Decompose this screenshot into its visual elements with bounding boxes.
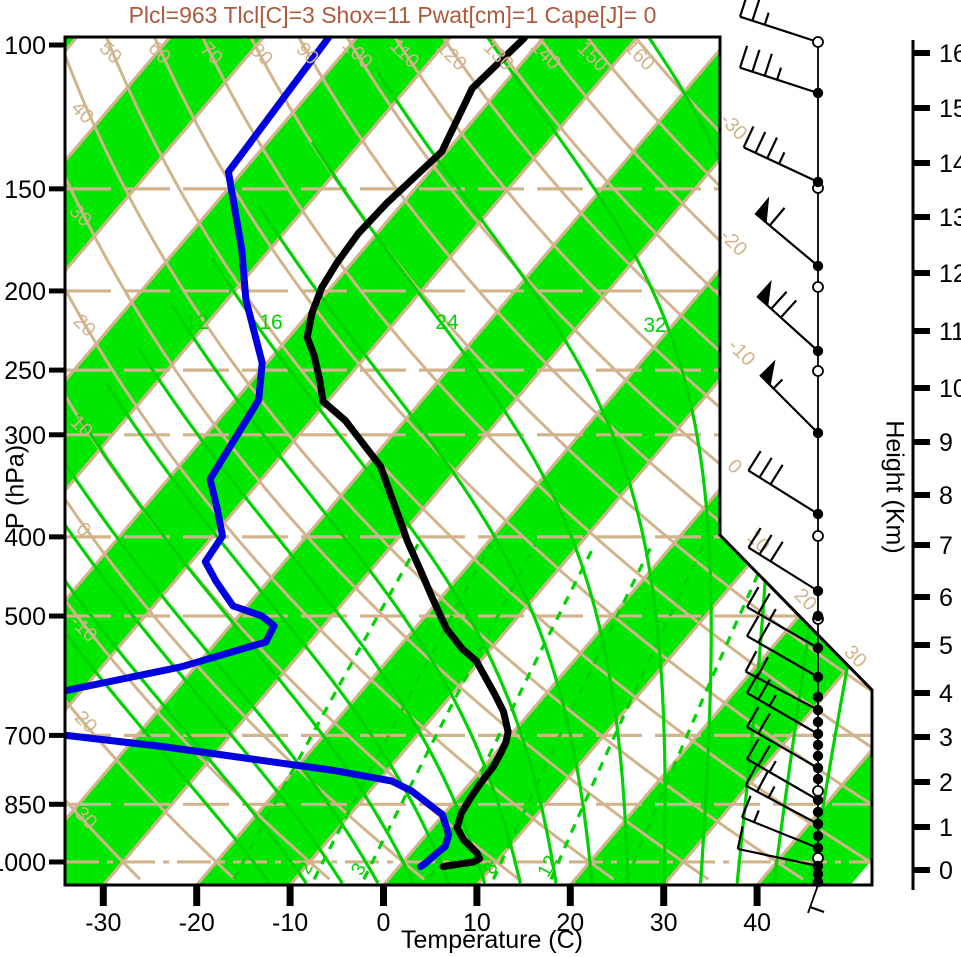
station-dot xyxy=(812,818,824,830)
temperature-axis-title: Temperature (C) xyxy=(401,926,583,954)
plot-border xyxy=(63,35,874,887)
temperature-curve xyxy=(303,37,528,870)
dewpoint-curve xyxy=(65,731,453,870)
station-dot xyxy=(812,806,824,818)
station-dot xyxy=(812,642,824,654)
svg-text:4: 4 xyxy=(939,680,953,708)
height-axis xyxy=(911,40,930,890)
station-dot xyxy=(812,610,824,622)
height-axis-title: Height (Km) xyxy=(880,420,909,554)
svg-text:12: 12 xyxy=(939,260,961,288)
station-open-circle xyxy=(812,36,824,48)
station-dot xyxy=(812,762,824,774)
station-dot xyxy=(812,794,824,806)
svg-text:300: 300 xyxy=(4,422,46,450)
svg-text:100: 100 xyxy=(4,32,46,60)
station-dot xyxy=(812,868,824,880)
station-dot xyxy=(812,87,824,99)
svg-text:400: 400 xyxy=(4,524,46,552)
svg-text:32: 32 xyxy=(643,314,666,337)
svg-text:700: 700 xyxy=(4,722,46,750)
svg-text:11: 11 xyxy=(939,318,961,346)
svg-text:0: 0 xyxy=(723,455,746,478)
svg-text:24: 24 xyxy=(435,311,459,334)
svg-text:5: 5 xyxy=(939,632,953,660)
mixing-ratio-lines xyxy=(232,543,774,881)
svg-text:13: 13 xyxy=(939,204,961,232)
station-dot xyxy=(812,716,824,728)
svg-text:10: 10 xyxy=(463,909,491,937)
station-dot xyxy=(812,508,824,520)
station-open-circle xyxy=(812,530,824,542)
svg-text:12: 12 xyxy=(185,311,208,334)
svg-text:-10: -10 xyxy=(723,335,759,371)
station-dot xyxy=(812,704,824,716)
station-dot xyxy=(812,842,824,854)
station-dot xyxy=(812,260,824,272)
svg-text:-10: -10 xyxy=(272,909,308,937)
station-dot xyxy=(812,427,824,439)
station-dot xyxy=(812,739,824,751)
moist-adiabat-lines xyxy=(65,37,872,885)
svg-text:9: 9 xyxy=(939,429,953,457)
station-dot xyxy=(812,750,824,762)
svg-text:-20: -20 xyxy=(179,909,215,937)
svg-text:6: 6 xyxy=(939,584,953,612)
svg-text:8: 8 xyxy=(939,482,953,510)
svg-text:2: 2 xyxy=(939,769,953,797)
temperature-axis xyxy=(99,885,761,906)
svg-text:15: 15 xyxy=(939,95,961,123)
svg-text:12: 12 xyxy=(534,852,562,881)
svg-text:1000: 1000 xyxy=(0,849,46,877)
station-dot xyxy=(812,671,824,683)
svg-text:10: 10 xyxy=(939,375,961,403)
station-open-circle xyxy=(812,281,824,293)
svg-text:20: 20 xyxy=(69,310,100,341)
station-dot xyxy=(812,773,824,785)
svg-text:200: 200 xyxy=(4,278,46,306)
svg-text:7: 7 xyxy=(939,532,953,560)
station-open-circle xyxy=(812,785,824,797)
station-dot xyxy=(812,860,824,872)
svg-text:0: 0 xyxy=(377,909,391,937)
svg-text:150: 150 xyxy=(4,176,46,204)
svg-text:90: 90 xyxy=(292,38,323,69)
pressure-axis xyxy=(49,42,65,865)
svg-text:40: 40 xyxy=(743,909,771,937)
svg-text:16: 16 xyxy=(259,311,282,334)
svg-text:1: 1 xyxy=(939,814,953,842)
svg-text:50: 50 xyxy=(95,37,126,68)
svg-text:3: 3 xyxy=(939,724,953,752)
svg-text:500: 500 xyxy=(4,603,46,631)
station-dot xyxy=(812,176,824,188)
station-dot xyxy=(812,345,824,357)
svg-text:0: 0 xyxy=(939,857,953,885)
wind-barb-staff xyxy=(736,0,825,914)
station-dot xyxy=(812,830,824,842)
station-open-circle xyxy=(812,365,824,377)
svg-text:20: 20 xyxy=(556,909,584,937)
svg-text:850: 850 xyxy=(4,791,46,819)
station-dot xyxy=(812,691,824,703)
dewpoint-curve xyxy=(65,37,332,695)
station-dot xyxy=(812,876,824,888)
svg-text:16: 16 xyxy=(939,40,961,68)
svg-text:-30: -30 xyxy=(85,909,121,937)
station-dot xyxy=(812,585,824,597)
pressure-axis-title: P (hPa) xyxy=(1,444,30,530)
sounding-parameters-title: Plcl=963 Tlcl[C]=3 Shox=11 Pwat[cm]=1 Ca… xyxy=(128,2,657,28)
svg-text:250: 250 xyxy=(4,357,46,385)
svg-text:30: 30 xyxy=(650,909,678,937)
svg-text:14: 14 xyxy=(939,150,961,178)
station-dot xyxy=(812,728,824,740)
